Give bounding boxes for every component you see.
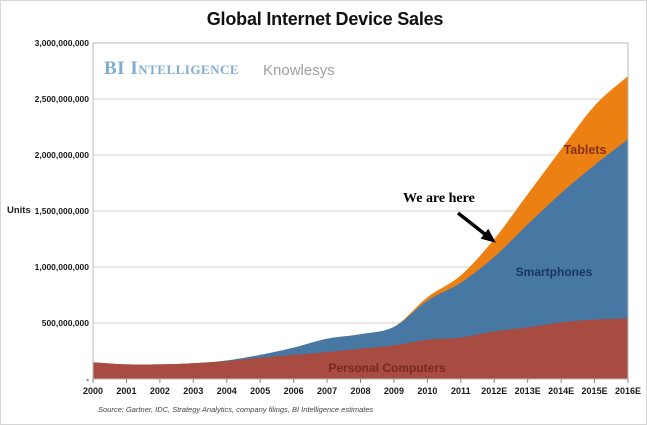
- x-tick-label: 2003: [183, 386, 203, 396]
- y-tick-label: 500,000,000: [42, 318, 90, 328]
- knowlesys-watermark: Knowlesys: [263, 62, 335, 79]
- y-tick-label: -: [86, 374, 89, 384]
- x-tick-label: 2010: [417, 386, 437, 396]
- series-label-tablets: Tablets: [564, 143, 607, 157]
- we-are-here-annotation: We are here: [403, 191, 475, 206]
- x-tick-label: 2012E: [481, 386, 507, 396]
- x-tick-label: 2001: [116, 386, 136, 396]
- y-tick-label: 3,000,000,000: [35, 38, 90, 48]
- x-tick-label: 2007: [317, 386, 337, 396]
- x-tick-label: 2014E: [548, 386, 574, 396]
- x-tick-label: 2011: [451, 386, 471, 396]
- x-tick-label: 2013E: [515, 386, 541, 396]
- trend-arrow: [456, 211, 496, 243]
- y-tick-label: 2,500,000,000: [35, 94, 90, 104]
- x-tick-label: 2016E: [615, 386, 641, 396]
- bi-intelligence-logo: BI Intelligence: [104, 58, 240, 79]
- series-label-personal-computers: Personal Computers: [328, 361, 446, 375]
- source-note: Source: Gartner, IDC, Strategy Analytics…: [98, 405, 374, 414]
- x-tick-label: 2004: [217, 386, 237, 396]
- y-tick-label: 1,000,000,000: [35, 262, 90, 272]
- series-label-smartphones: Smartphones: [516, 265, 593, 279]
- area-personal-computers: [93, 318, 628, 379]
- page-title: Global Internet Device Sales: [206, 9, 444, 29]
- x-tick-label: 2000: [83, 386, 103, 396]
- x-tick-label: 2009: [384, 386, 404, 396]
- y-axis-units-label: Units: [7, 205, 31, 216]
- x-tick-label: 2008: [350, 386, 370, 396]
- x-tick-label: 2005: [250, 386, 270, 396]
- y-tick-label: 2,000,000,000: [35, 150, 90, 160]
- x-tick-label: 2002: [150, 386, 170, 396]
- area-smartphones: [93, 139, 628, 379]
- x-tick-label: 2006: [284, 386, 304, 396]
- y-tick-label: 1,500,000,000: [35, 206, 90, 216]
- x-tick-label: 2015E: [582, 386, 608, 396]
